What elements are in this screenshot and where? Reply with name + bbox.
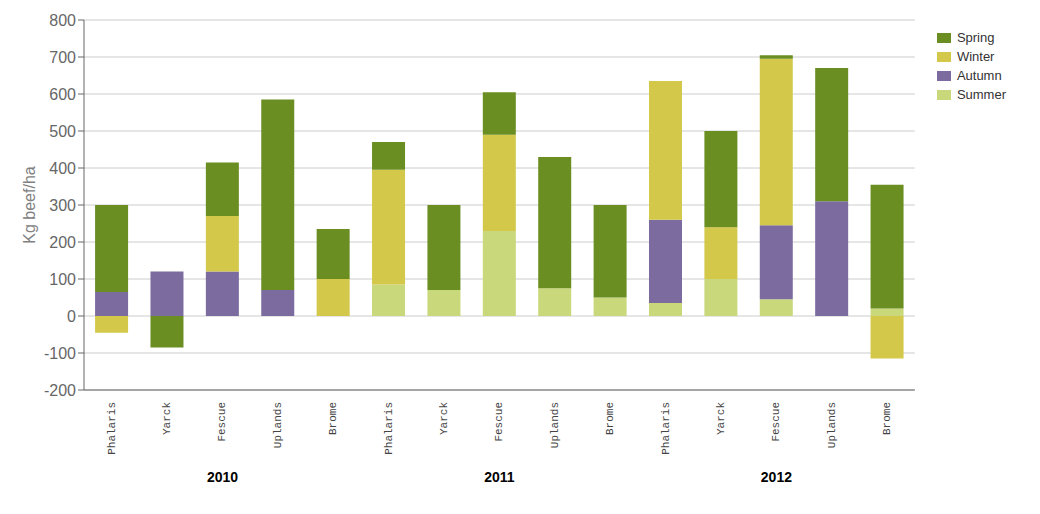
svg-text:Brome: Brome (881, 402, 893, 435)
svg-text:2011: 2011 (484, 469, 515, 485)
svg-text:-100: -100 (44, 345, 76, 362)
svg-text:Yarck: Yarck (438, 402, 450, 435)
svg-text:200: 200 (49, 234, 76, 251)
svg-text:Phalaris: Phalaris (660, 402, 672, 455)
svg-text:Yarck: Yarck (715, 402, 727, 435)
svg-text:Brome: Brome (327, 402, 339, 435)
svg-text:300: 300 (49, 197, 76, 214)
svg-text:Fescue: Fescue (216, 402, 228, 442)
html-text:Autumn: Autumn (956, 68, 1002, 83)
svg-text:Yarck: Yarck (161, 402, 173, 435)
svg-text:600: 600 (49, 86, 76, 103)
svg-text:Brome: Brome (604, 402, 616, 435)
svg-text:700: 700 (49, 49, 76, 66)
svg-text:Fescue: Fescue (493, 402, 505, 442)
svg-text:Phalaris: Phalaris (383, 402, 395, 455)
html-text:Summer: Summer (956, 87, 1006, 102)
svg-text:100: 100 (49, 271, 76, 288)
svg-text:2010: 2010 (207, 469, 238, 485)
svg-text:0: 0 (67, 308, 76, 325)
html-text:Spring: Spring (956, 30, 995, 45)
html-text:Winter: Winter (956, 49, 995, 64)
svg-text:Fescue: Fescue (770, 402, 782, 442)
svg-text:-200: -200 (44, 382, 76, 399)
svg-text:Phalaris: Phalaris (106, 402, 118, 455)
svg-text:2012: 2012 (761, 469, 792, 485)
svg-text:Uplands: Uplands (826, 402, 838, 448)
svg-text:Uplands: Uplands (549, 402, 561, 448)
svg-text:500: 500 (49, 123, 76, 140)
svg-text:Kg beef/ha: Kg beef/ha (21, 166, 38, 244)
svg-text:800: 800 (49, 12, 76, 29)
svg-text:Uplands: Uplands (272, 402, 284, 448)
svg-text:400: 400 (49, 160, 76, 177)
